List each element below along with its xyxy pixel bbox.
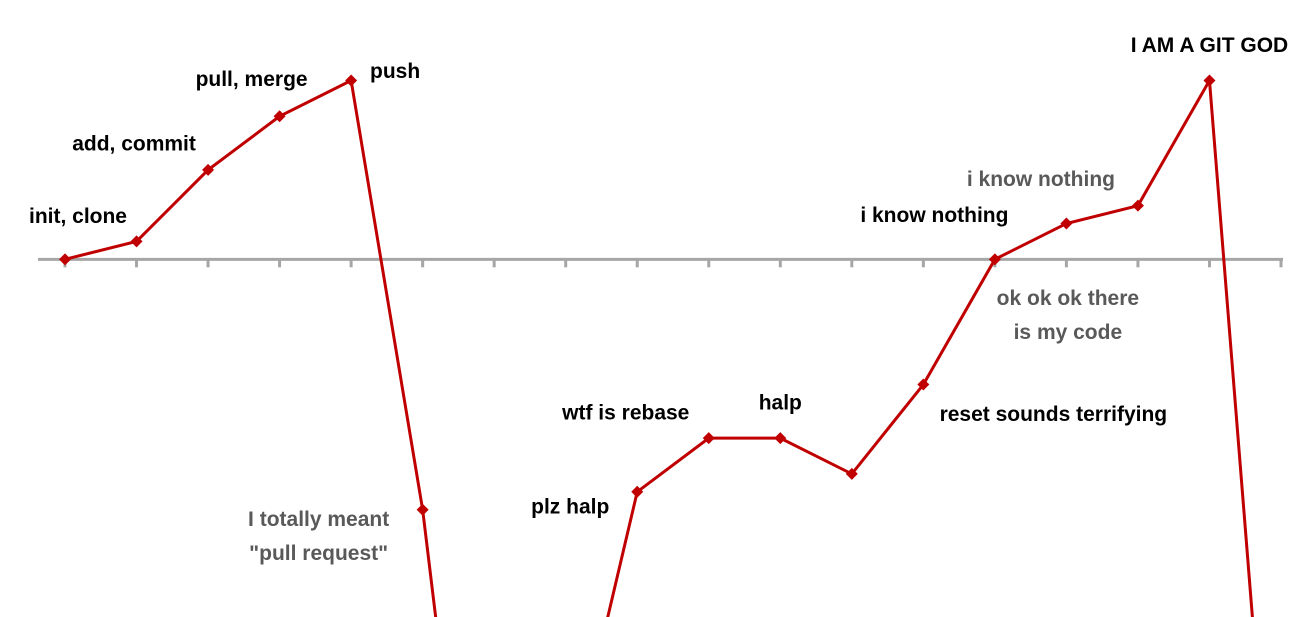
annotation: plz halp xyxy=(531,495,609,518)
annotation: ok ok ok there xyxy=(997,287,1139,310)
marker xyxy=(130,235,143,248)
marker xyxy=(774,432,787,445)
marker xyxy=(1131,199,1144,212)
marker xyxy=(345,74,358,87)
annotation: push xyxy=(370,60,420,83)
line xyxy=(64,75,1254,617)
marker xyxy=(416,503,429,516)
marker xyxy=(988,253,1001,266)
annotation: halp xyxy=(759,392,802,415)
marker xyxy=(1203,74,1216,87)
annotation: wtf is rebase xyxy=(561,402,689,425)
marker xyxy=(845,467,858,480)
annotation: I AM A GIT GOD xyxy=(1131,34,1289,57)
annotation: reset sounds terrifying xyxy=(940,403,1168,426)
annotation: pull, merge xyxy=(196,68,308,91)
annotation: add, commit xyxy=(72,132,196,155)
marker xyxy=(273,110,286,123)
marker xyxy=(631,485,644,498)
marker xyxy=(59,253,71,266)
annotation: "pull request" xyxy=(249,542,388,565)
marker xyxy=(1060,217,1073,230)
annotation: i know nothing xyxy=(967,168,1115,191)
marker xyxy=(202,163,215,176)
marker xyxy=(702,432,715,445)
annotation: i know nothing xyxy=(860,204,1008,227)
marker xyxy=(917,378,930,391)
annotation: init, clone xyxy=(29,205,127,228)
annotation: I totally meant xyxy=(248,508,389,531)
annotation: is my code xyxy=(1014,321,1123,344)
